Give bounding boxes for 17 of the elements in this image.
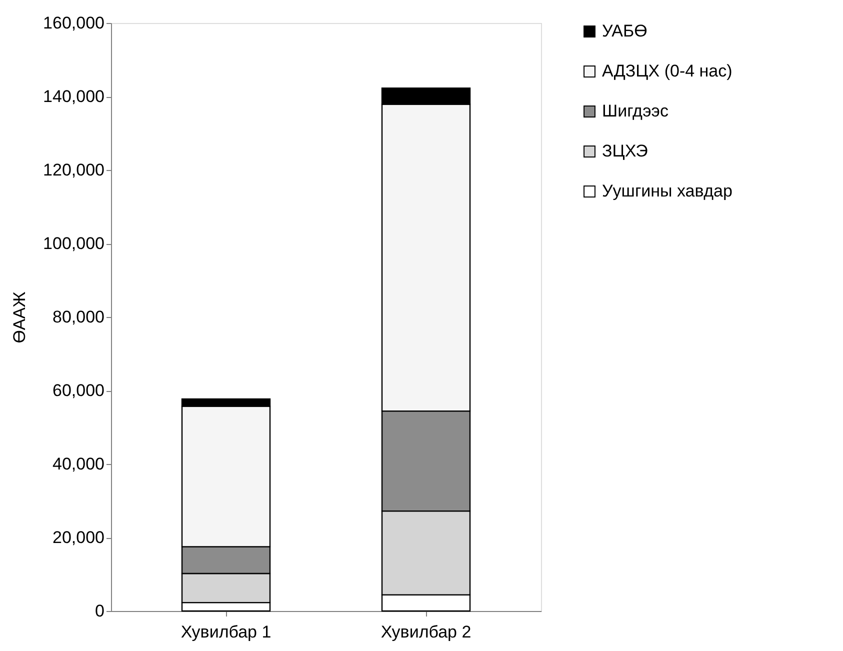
y-tick-label: 60,000 bbox=[52, 381, 104, 400]
legend-label: Уушгины хавдар bbox=[602, 182, 732, 200]
y-tick-label: 0 bbox=[95, 602, 104, 620]
y-tick-label: 20,000 bbox=[52, 528, 104, 547]
x-tick-label: Хувилбар 2 bbox=[380, 622, 472, 642]
legend-label: ЗЦХЭ bbox=[602, 142, 648, 160]
legend-label: АДЗЦХ (0-4 нас) bbox=[602, 62, 732, 80]
y-axis-title: ӨААЖ bbox=[10, 291, 30, 344]
y-tick-label: 40,000 bbox=[52, 454, 104, 474]
y-tick-label: 100,000 bbox=[43, 234, 104, 253]
y-tick-label: 140,000 bbox=[43, 87, 104, 106]
y-tick-label: 160,000 bbox=[43, 14, 104, 32]
y-tick-label: 80,000 bbox=[52, 308, 104, 326]
x-tick-label: Хувилбар 1 bbox=[180, 622, 272, 642]
legend-label: Шигдээс bbox=[602, 102, 669, 120]
y-tick-label: 120,000 bbox=[43, 160, 104, 180]
legend-label: УАБӨ bbox=[602, 22, 648, 40]
